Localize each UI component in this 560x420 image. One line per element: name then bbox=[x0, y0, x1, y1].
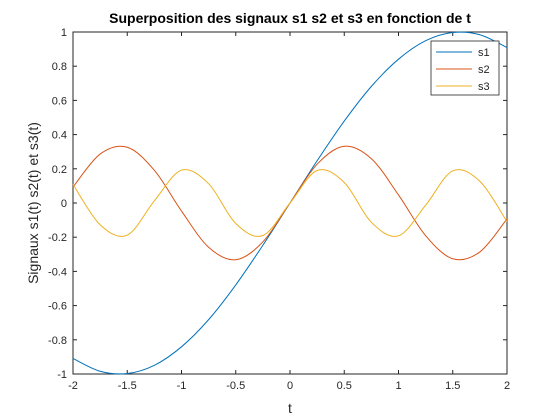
y-tick-label: 0.4 bbox=[52, 130, 67, 142]
x-tick-label: -0.5 bbox=[226, 380, 245, 392]
x-axis-ticks: -2 -1.5 -1 -0.5 0 0.5 1 1.5 2 bbox=[68, 32, 510, 392]
legend: s1 s2 s3 bbox=[430, 40, 500, 96]
x-tick-label: 0 bbox=[287, 380, 293, 392]
y-axis-ticks: -1 -0.8 -0.6 -0.4 -0.2 0 0.2 0.4 0.6 0.8 1 bbox=[48, 27, 507, 381]
x-axis-label: t bbox=[288, 400, 292, 416]
x-tick-label: -1 bbox=[177, 380, 187, 392]
y-tick-label: 0 bbox=[61, 198, 67, 210]
x-tick-label: 1.5 bbox=[445, 380, 460, 392]
x-tick-label: 2 bbox=[504, 380, 510, 392]
x-tick-label: -1.5 bbox=[118, 380, 137, 392]
chart-title: Superposition des signaux s1 s2 et s3 en… bbox=[109, 10, 471, 26]
legend-label-s1: s1 bbox=[478, 47, 490, 59]
y-tick-label: 0.6 bbox=[52, 95, 67, 107]
y-tick-label: -0.6 bbox=[48, 301, 67, 313]
y-axis-label: Signaux s1(t) s2(t) et s3(t) bbox=[25, 122, 41, 284]
y-tick-label: -0.2 bbox=[48, 232, 67, 244]
y-tick-label: -0.4 bbox=[48, 266, 67, 278]
legend-label-s2: s2 bbox=[478, 64, 490, 76]
y-tick-label: 1 bbox=[61, 27, 67, 39]
y-tick-label: 0.8 bbox=[52, 61, 67, 73]
legend-label-s3: s3 bbox=[478, 81, 490, 93]
series-line-s3 bbox=[72, 169, 508, 237]
y-tick-label: -1 bbox=[57, 369, 67, 381]
y-tick-label: -0.8 bbox=[48, 335, 67, 347]
y-tick-label: 0.2 bbox=[52, 164, 67, 176]
x-tick-label: 1 bbox=[395, 380, 401, 392]
series-lines bbox=[72, 31, 508, 375]
x-tick-label: -2 bbox=[68, 380, 78, 392]
x-tick-label: 0.5 bbox=[337, 380, 352, 392]
